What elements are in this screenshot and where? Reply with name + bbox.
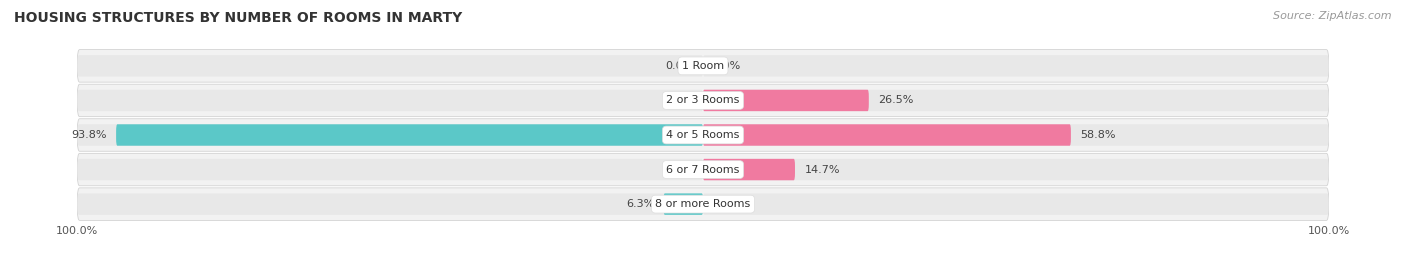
Text: 14.7%: 14.7% [804, 164, 839, 175]
FancyBboxPatch shape [77, 124, 703, 146]
Text: 0.0%: 0.0% [713, 199, 741, 209]
FancyBboxPatch shape [664, 193, 703, 215]
FancyBboxPatch shape [77, 84, 1329, 117]
FancyBboxPatch shape [703, 159, 794, 180]
FancyBboxPatch shape [77, 50, 1329, 82]
Text: Source: ZipAtlas.com: Source: ZipAtlas.com [1274, 11, 1392, 21]
Text: 0.0%: 0.0% [665, 61, 693, 71]
FancyBboxPatch shape [77, 153, 1329, 186]
FancyBboxPatch shape [77, 119, 1329, 151]
Text: 6 or 7 Rooms: 6 or 7 Rooms [666, 164, 740, 175]
Text: 8 or more Rooms: 8 or more Rooms [655, 199, 751, 209]
FancyBboxPatch shape [77, 193, 703, 215]
Text: 2 or 3 Rooms: 2 or 3 Rooms [666, 95, 740, 106]
Text: 1 Room: 1 Room [682, 61, 724, 71]
FancyBboxPatch shape [703, 90, 869, 111]
FancyBboxPatch shape [703, 193, 1329, 215]
Text: 4 or 5 Rooms: 4 or 5 Rooms [666, 130, 740, 140]
Text: HOUSING STRUCTURES BY NUMBER OF ROOMS IN MARTY: HOUSING STRUCTURES BY NUMBER OF ROOMS IN… [14, 11, 463, 25]
Text: 0.0%: 0.0% [665, 164, 693, 175]
Text: 0.0%: 0.0% [665, 95, 693, 106]
Text: 26.5%: 26.5% [879, 95, 914, 106]
FancyBboxPatch shape [703, 124, 1329, 146]
FancyBboxPatch shape [77, 159, 703, 180]
FancyBboxPatch shape [77, 90, 703, 111]
FancyBboxPatch shape [703, 159, 1329, 180]
Text: 58.8%: 58.8% [1080, 130, 1116, 140]
FancyBboxPatch shape [703, 55, 1329, 77]
Text: 0.0%: 0.0% [713, 61, 741, 71]
FancyBboxPatch shape [77, 188, 1329, 220]
Text: 93.8%: 93.8% [72, 130, 107, 140]
FancyBboxPatch shape [77, 55, 703, 77]
FancyBboxPatch shape [117, 124, 703, 146]
Text: 6.3%: 6.3% [626, 199, 654, 209]
FancyBboxPatch shape [703, 124, 1071, 146]
FancyBboxPatch shape [703, 90, 1329, 111]
